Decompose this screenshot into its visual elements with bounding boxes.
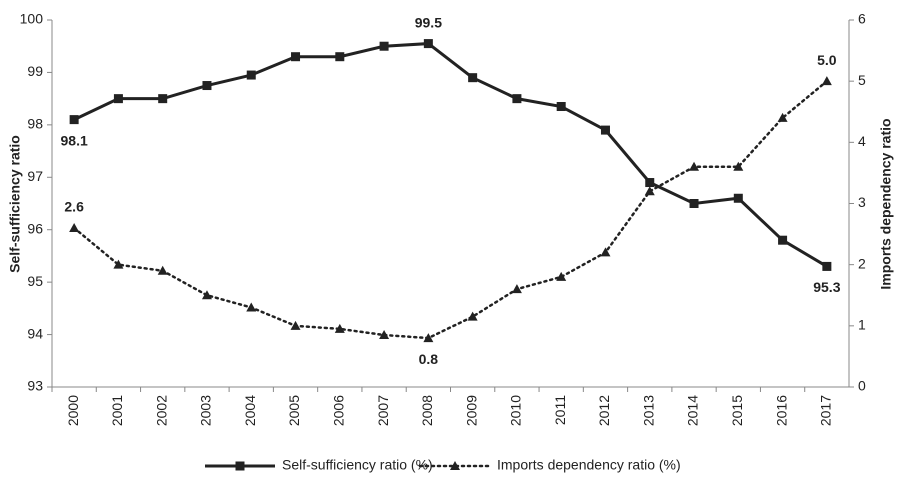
- y-tick-label: 93: [27, 378, 43, 394]
- x-tick-label: 2003: [198, 395, 214, 426]
- x-tick-label: 2017: [818, 395, 834, 426]
- data-point: [778, 235, 788, 245]
- x-tick-label: 2006: [331, 395, 347, 426]
- data-point: [689, 199, 699, 208]
- y-tick-label: 98: [27, 116, 43, 132]
- legend-label: Imports dependency ratio (%): [497, 457, 681, 473]
- data-point: [777, 112, 788, 122]
- data-point: [202, 81, 212, 91]
- data-point: [69, 115, 79, 125]
- data-point: [246, 302, 257, 312]
- y2-tick-label: 1: [858, 317, 866, 333]
- y2-tick-label: 6: [858, 11, 866, 27]
- data-point: [290, 320, 301, 330]
- series-line: [73, 42, 828, 268]
- data-point: [512, 94, 522, 104]
- data-point: [379, 41, 389, 51]
- data-label: 95.3: [813, 279, 840, 295]
- legend-marker: [450, 461, 460, 470]
- data-point: [423, 39, 433, 49]
- y2-tick-label: 2: [858, 255, 866, 271]
- data-point: [822, 261, 832, 271]
- x-tick-label: 2009: [463, 395, 479, 426]
- y-axis-title: Self-sufficiency ratio: [7, 135, 23, 273]
- y-tick-label: 100: [20, 11, 44, 27]
- y-tick-label: 95: [27, 273, 43, 289]
- data-point: [423, 333, 434, 343]
- data-point: [334, 323, 345, 333]
- y2-tick-label: 3: [858, 194, 866, 210]
- data-point: [113, 259, 124, 269]
- data-label: 99.5: [415, 14, 442, 30]
- x-tick-label: 2016: [773, 395, 789, 426]
- data-point: [291, 52, 301, 62]
- data-point: [158, 94, 168, 104]
- data-point: [467, 311, 478, 321]
- data-point: [689, 161, 700, 171]
- data-point: [157, 265, 168, 275]
- data-label: 98.1: [61, 132, 88, 148]
- x-tick-label: 2000: [65, 395, 81, 426]
- data-label: 2.6: [64, 199, 84, 215]
- data-point: [733, 161, 744, 171]
- data-point: [821, 76, 832, 86]
- data-point: [644, 186, 655, 196]
- x-tick-label: 2007: [375, 395, 391, 426]
- data-point: [733, 193, 743, 203]
- legend-label: Self-sufficiency ratio (%): [282, 457, 433, 473]
- data-point: [379, 330, 390, 340]
- data-point: [246, 70, 256, 80]
- x-tick-label: 2005: [286, 395, 302, 426]
- y2-tick-label: 5: [858, 72, 866, 88]
- legend-marker: [235, 461, 245, 471]
- y2-tick-label: 0: [858, 378, 866, 394]
- data-label: 0.8: [419, 351, 439, 367]
- x-tick-label: 2013: [640, 395, 656, 426]
- data-point: [468, 73, 478, 83]
- y2-tick-label: 4: [858, 133, 866, 149]
- data-point: [335, 52, 345, 62]
- x-tick-label: 2014: [685, 395, 701, 426]
- x-tick-label: 2011: [552, 395, 568, 425]
- data-point: [600, 125, 610, 135]
- x-tick-label: 2012: [596, 395, 612, 426]
- data-point: [556, 102, 566, 112]
- y2-axis-title: Imports dependency ratio: [878, 118, 894, 289]
- x-tick-label: 2001: [109, 395, 125, 426]
- data-point: [556, 271, 567, 281]
- data-point: [511, 284, 522, 294]
- x-tick-label: 2010: [508, 395, 524, 426]
- series-line: [72, 79, 829, 340]
- y-tick-label: 97: [27, 168, 43, 184]
- data-point: [645, 178, 655, 188]
- data-point: [201, 290, 212, 300]
- y-tick-label: 94: [27, 325, 43, 341]
- x-tick-label: 2008: [419, 395, 435, 426]
- y-tick-label: 99: [27, 63, 43, 79]
- data-point: [69, 222, 80, 232]
- x-tick-label: 2015: [729, 395, 745, 426]
- data-point: [113, 94, 123, 104]
- data-label: 5.0: [817, 52, 837, 68]
- y-tick-label: 96: [27, 220, 43, 236]
- x-tick-label: 2004: [242, 395, 258, 426]
- data-point: [600, 247, 611, 257]
- x-tick-label: 2002: [153, 395, 169, 426]
